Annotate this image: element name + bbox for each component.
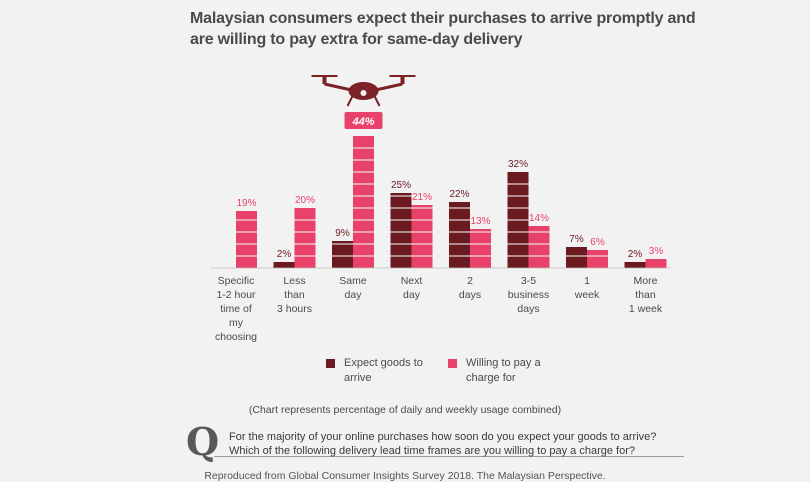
category-label-6-line-0: 1	[584, 275, 590, 287]
category-label-0-line-3: my	[229, 317, 244, 329]
data-label-expect-2: 9%	[335, 228, 350, 239]
bar-willing-7	[645, 259, 667, 268]
category-label-1-line-1: than	[284, 289, 305, 301]
footnote: (Chart represents percentage of daily an…	[248, 404, 562, 416]
drone-post-right	[400, 76, 405, 84]
category-label-2-line-0: Same	[339, 275, 367, 287]
bar-willing-3	[411, 205, 433, 268]
category-label-7-line-2: 1 week	[629, 303, 663, 315]
bar-willing-1	[294, 208, 316, 268]
bar-expect-4	[449, 202, 470, 268]
source-credit: Reproduced from Global Consumer Insights…	[204, 470, 606, 482]
category-label-0-line-0: Specific	[218, 275, 255, 287]
category-label-2-line-1: day	[345, 289, 363, 301]
legend-swatch-expect	[326, 359, 335, 368]
data-label-expect-5: 32%	[508, 159, 528, 170]
legend-label-expect: Expect goods to arrive	[344, 357, 423, 384]
bar-expect-1	[273, 262, 295, 268]
category-label-7-line-0: More	[634, 275, 658, 287]
data-label-willing-3: 21%	[412, 192, 432, 203]
legend-swatch-willing	[448, 359, 457, 368]
category-label-0-line-2: time of	[220, 303, 252, 315]
data-label-expect-1: 2%	[277, 249, 292, 260]
data-label-expect-6: 7%	[569, 234, 584, 245]
bar-expect-2	[332, 241, 353, 268]
data-label-willing-2: 44%	[351, 116, 374, 128]
drone-leg-right	[373, 95, 381, 107]
bar-expect-6	[566, 247, 587, 268]
chart-title: Malaysian consumers expect their purchas…	[190, 8, 710, 50]
drone-arm-right	[375, 82, 403, 92]
bar-willing-2	[353, 136, 374, 268]
data-label-willing-5: 14%	[529, 213, 549, 224]
bar-expect-3	[390, 193, 412, 268]
question-divider	[214, 456, 684, 457]
data-label-expect-4: 22%	[449, 189, 469, 200]
data-label-willing-7: 3%	[649, 246, 664, 257]
bar-willing-0	[236, 211, 257, 268]
category-label-3-line-0: Next	[401, 275, 423, 287]
category-label-0-line-1: 1-2 hour	[216, 289, 256, 301]
category-label-4-line-0: 2	[467, 275, 473, 287]
bar-willing-5	[528, 226, 550, 268]
category-label-0-line-4: choosing	[215, 331, 257, 343]
survey-question-line-1: For the majority of your online purchase…	[229, 431, 657, 443]
category-label-5-line-2: days	[517, 303, 539, 315]
data-label-expect-7: 2%	[628, 249, 643, 260]
bar-expect-7	[624, 262, 646, 268]
category-label-3-line-1: day	[403, 289, 421, 301]
legend-label-willing: Willing to pay a charge for	[466, 357, 541, 384]
category-label-1-line-2: 3 hours	[277, 303, 312, 315]
data-label-expect-3: 25%	[391, 180, 411, 191]
chart-title-line-1: Malaysian consumers expect their purchas…	[190, 10, 696, 27]
data-label-willing-1: 20%	[295, 195, 315, 206]
drone-post-left	[322, 76, 327, 84]
category-label-6-line-1: week	[574, 289, 600, 301]
data-label-willing-0: 19%	[236, 198, 256, 209]
chart-title-line-2: are willing to pay extra for same-day de…	[190, 31, 523, 48]
data-label-willing-6: 6%	[590, 237, 605, 248]
drone-icon	[311, 75, 416, 107]
data-label-willing-4: 13%	[470, 216, 490, 227]
survey-question-line-2: Which of the following delivery lead tim…	[229, 445, 635, 457]
drone-arm-left	[324, 82, 352, 92]
category-label-7-line-1: than	[635, 289, 656, 301]
category-label-4-line-1: days	[459, 289, 481, 301]
drone-leg-left	[346, 95, 354, 107]
category-label-5-line-0: 3-5	[521, 275, 536, 287]
peak-label-box	[344, 112, 383, 129]
category-label-1-line-0: Less	[283, 275, 305, 287]
bar-willing-4	[470, 229, 491, 268]
survey-question: For the majority of your online purchase…	[229, 430, 656, 458]
question-mark-glyph: Q	[186, 419, 220, 464]
category-label-5-line-1: business	[508, 289, 549, 301]
drone-camera	[360, 90, 367, 96]
bar-willing-6	[587, 250, 608, 268]
